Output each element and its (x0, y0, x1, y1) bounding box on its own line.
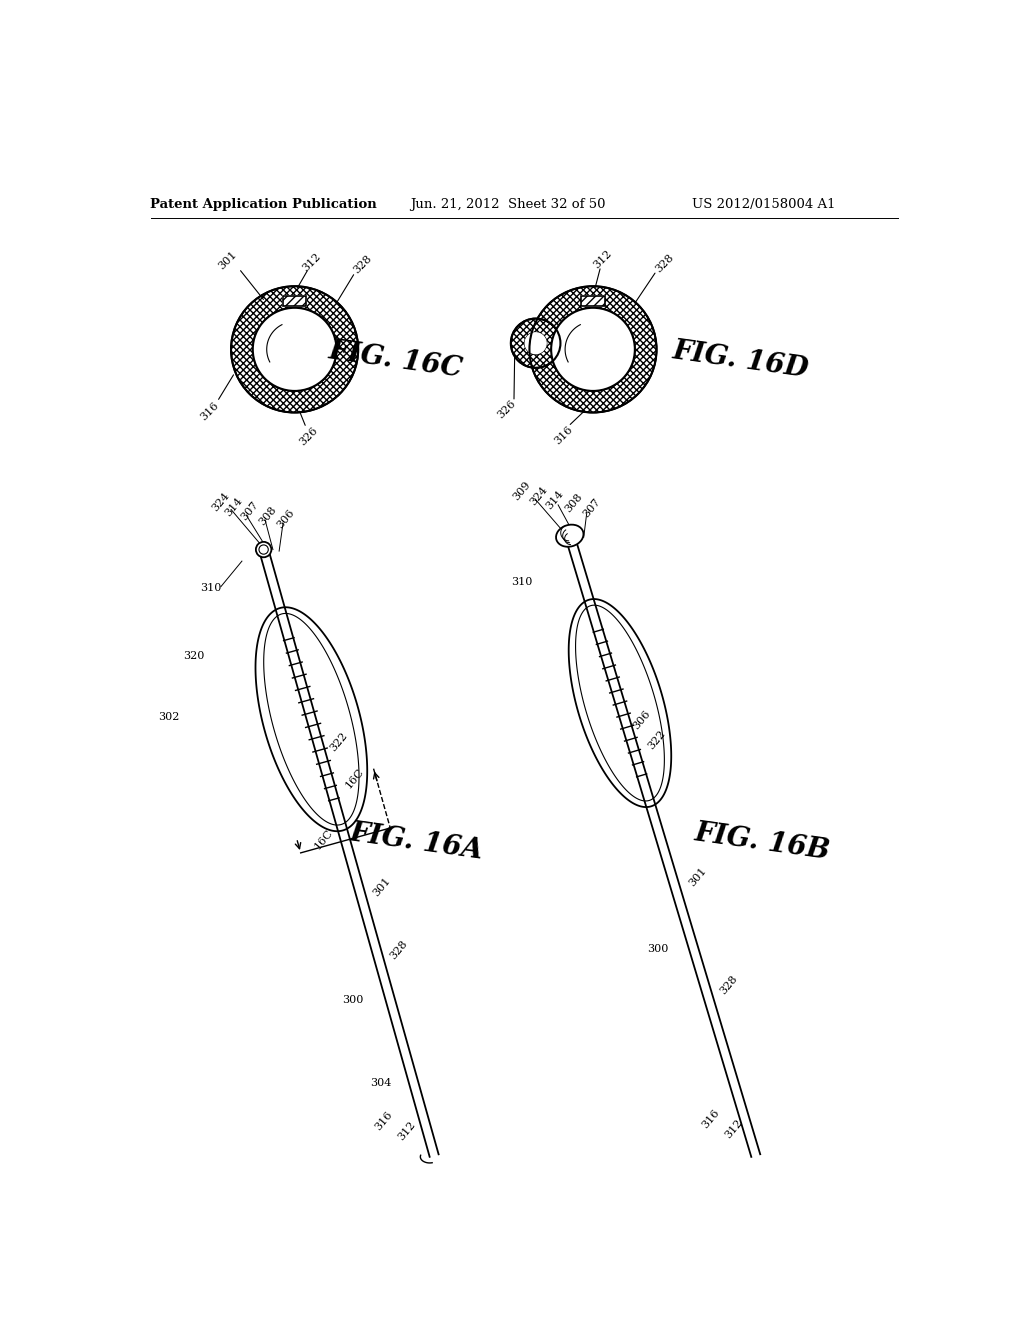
Text: 310: 310 (201, 583, 221, 593)
Text: FIG. 16D: FIG. 16D (671, 337, 810, 383)
Text: 312: 312 (723, 1117, 744, 1140)
Wedge shape (231, 286, 358, 412)
Text: 301: 301 (687, 866, 709, 888)
Text: 316: 316 (373, 1110, 394, 1133)
Text: 328: 328 (653, 252, 676, 275)
Text: 314: 314 (223, 496, 245, 519)
Text: 312: 312 (301, 251, 323, 273)
Text: 306: 306 (631, 709, 652, 731)
Polygon shape (264, 614, 359, 825)
Text: 320: 320 (183, 651, 205, 661)
Text: 314: 314 (544, 488, 565, 512)
Text: US 2012/0158004 A1: US 2012/0158004 A1 (692, 198, 836, 211)
Text: 328: 328 (351, 253, 374, 276)
Text: 306: 306 (274, 507, 296, 531)
Text: 308: 308 (257, 504, 279, 527)
Text: 308: 308 (563, 492, 585, 515)
Text: 304: 304 (371, 1078, 391, 1088)
Polygon shape (256, 607, 368, 832)
Circle shape (552, 308, 635, 391)
Text: Patent Application Publication: Patent Application Publication (151, 198, 377, 211)
Text: 309: 309 (511, 479, 532, 503)
Text: 328: 328 (719, 974, 739, 997)
Text: 312: 312 (396, 1119, 418, 1142)
Text: Jun. 21, 2012  Sheet 32 of 50: Jun. 21, 2012 Sheet 32 of 50 (410, 198, 605, 211)
Circle shape (528, 285, 658, 414)
Text: 307: 307 (239, 500, 260, 523)
Text: 316: 316 (553, 425, 574, 446)
Circle shape (253, 308, 336, 391)
Text: 300: 300 (342, 995, 364, 1006)
Text: 324: 324 (210, 491, 231, 513)
Polygon shape (568, 599, 672, 807)
Bar (582, 296, 604, 306)
Bar (283, 296, 306, 306)
Text: 16C: 16C (312, 828, 335, 851)
Text: 312: 312 (591, 248, 613, 271)
Text: 307: 307 (581, 496, 602, 519)
Wedge shape (511, 318, 560, 368)
Text: 316: 316 (700, 1107, 722, 1130)
Circle shape (229, 285, 359, 414)
Text: 16C: 16C (343, 766, 366, 789)
Text: 322: 322 (646, 729, 668, 751)
Text: 301: 301 (217, 249, 239, 272)
Bar (582, 296, 604, 306)
Circle shape (509, 317, 562, 370)
Text: FIG. 16C: FIG. 16C (327, 338, 464, 383)
Polygon shape (575, 605, 665, 801)
Text: 301: 301 (371, 875, 392, 899)
Wedge shape (529, 286, 656, 412)
Text: FIG. 16B: FIG. 16B (692, 820, 831, 865)
Text: 302: 302 (159, 713, 180, 722)
Text: FIG. 16A: FIG. 16A (348, 820, 485, 865)
Circle shape (525, 333, 546, 354)
Text: 310: 310 (511, 577, 532, 587)
Ellipse shape (556, 524, 584, 546)
Text: 300: 300 (647, 944, 669, 953)
Text: 316: 316 (199, 400, 220, 422)
Text: 326: 326 (496, 399, 517, 421)
Bar (581, 296, 605, 308)
Text: 324: 324 (528, 484, 550, 507)
Bar (283, 296, 306, 306)
Circle shape (259, 545, 268, 554)
Bar (283, 296, 307, 308)
Text: 326: 326 (298, 425, 319, 447)
Text: 322: 322 (328, 731, 349, 754)
Text: 328: 328 (388, 939, 410, 961)
Circle shape (256, 541, 271, 557)
